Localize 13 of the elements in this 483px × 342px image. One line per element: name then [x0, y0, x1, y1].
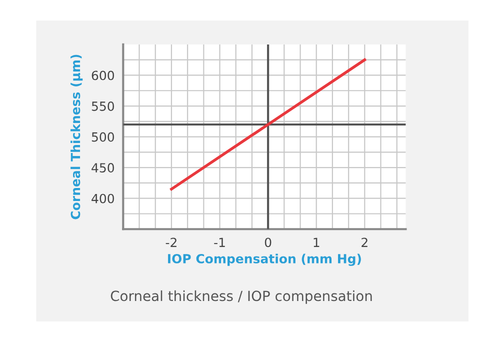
y-tick-label: 550: [92, 101, 114, 111]
y-tick-label: 600: [92, 70, 114, 80]
x-tick-label: 2: [362, 238, 368, 247]
x-tick-label: -2: [166, 238, 176, 247]
x-tick-label: 1: [314, 238, 320, 247]
y-tick-label: 400: [92, 194, 114, 204]
x-tick-label: -1: [214, 238, 225, 247]
x-tick-label: 0: [264, 238, 272, 248]
y-tick-label: 450: [92, 163, 114, 173]
y-tick-label: 500: [92, 132, 114, 142]
y-axis-title: Corneal Thickness (μm): [70, 54, 83, 220]
text: Corneal thickness / IOP compensation: [110, 290, 372, 304]
x-axis-title: IOP Compensation (mm Hg): [168, 254, 361, 266]
